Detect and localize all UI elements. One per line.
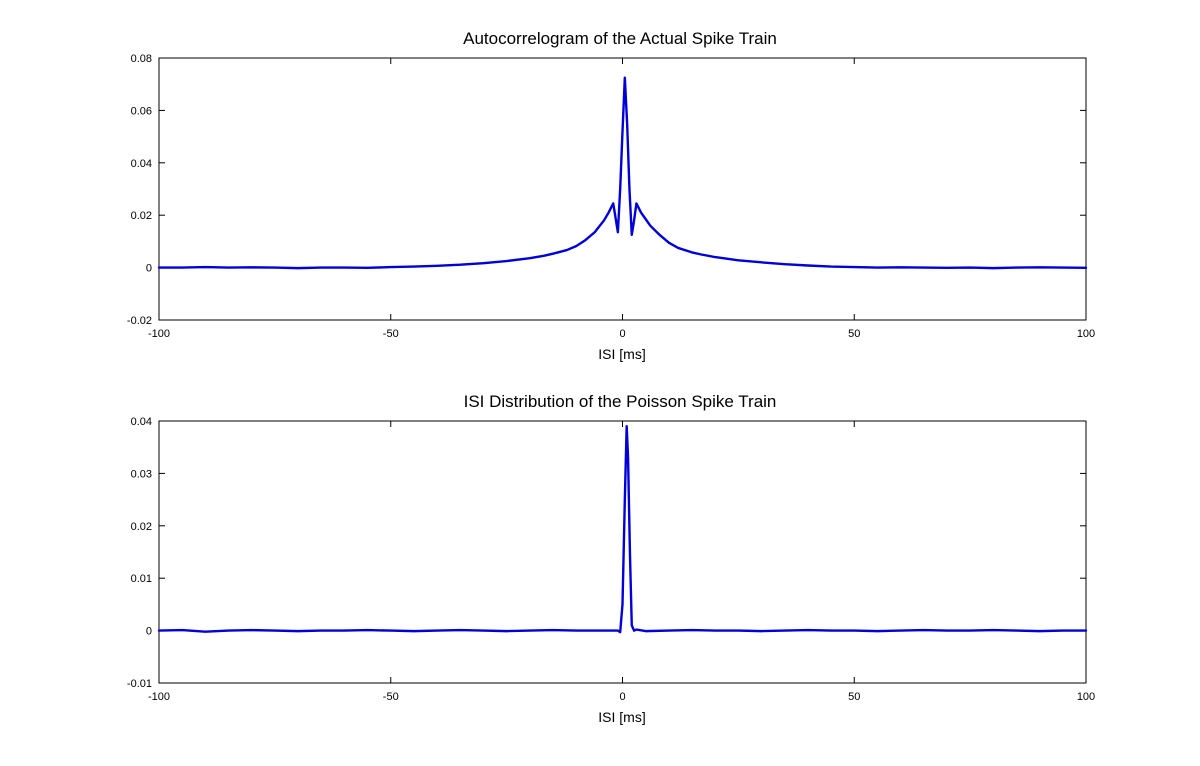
autocorrelogram-xtick-label: 0	[619, 328, 625, 340]
isi-distribution-xtick-label: -50	[383, 691, 399, 703]
autocorrelogram-xtick-label: -50	[383, 328, 399, 340]
isi-distribution-ytick-label: 0.01	[131, 573, 152, 585]
isi-distribution-ytick-label: 0.03	[131, 468, 152, 480]
autocorrelogram-axes	[158, 57, 1087, 321]
autocorrelogram-xtick-label: 100	[1077, 328, 1095, 340]
autocorrelogram-series-layer	[157, 76, 1088, 270]
autocorrelogram-ytick-label: 0.08	[131, 53, 152, 65]
autocorrelogram-xtick-label: 50	[848, 328, 860, 340]
isi-distribution-xtick-label: -100	[148, 691, 170, 703]
isi-distribution-ytick-label: 0.04	[131, 416, 152, 428]
isi-distribution-series-line	[157, 425, 1088, 634]
isi-distribution-xlabel: ISI [ms]	[598, 709, 645, 725]
autocorrelogram-title: Autocorrelogram of the Actual Spike Trai…	[463, 29, 777, 48]
isi-distribution-ytick-label: 0	[146, 626, 152, 638]
autocorrelogram-series-line	[157, 76, 1088, 270]
isi-distribution-ytick-label: -0.01	[127, 678, 152, 690]
isi-distribution-plot: ISI Distribution of the Poisson Spike Tr…	[127, 392, 1095, 725]
isi-distribution-title: ISI Distribution of the Poisson Spike Tr…	[464, 392, 777, 411]
autocorrelogram-ytick-label: 0.04	[131, 158, 152, 170]
autocorrelogram-ytick-label: 0.06	[131, 105, 152, 117]
autocorrelogram-ticks: -100 -50 0 50 100 -0.02 0 0.02 0.04 0.06 0.08	[127, 53, 1095, 340]
autocorrelogram-xlabel: ISI [ms]	[598, 346, 645, 362]
autocorrelogram-xtick-label: -100	[148, 328, 170, 340]
isi-distribution-series-layer	[157, 425, 1088, 634]
isi-distribution-ticks: -100 -50 0 50 100 -0.01 0 0.01 0.02 0.03 0.04	[127, 416, 1095, 703]
isi-distribution-xtick-label: 100	[1077, 691, 1095, 703]
isi-distribution-xtick-label: 0	[619, 691, 625, 703]
autocorrelogram-ytick-label: 0.02	[131, 210, 152, 222]
autocorrelogram-ytick-label: -0.02	[127, 315, 152, 327]
isi-distribution-xtick-label: 50	[848, 691, 860, 703]
isi-distribution-ytick-label: 0.02	[131, 521, 152, 533]
autocorrelogram-plot: Autocorrelogram of the Actual Spike Trai…	[127, 29, 1095, 362]
autocorrelogram-ytick-label: 0	[146, 263, 152, 275]
